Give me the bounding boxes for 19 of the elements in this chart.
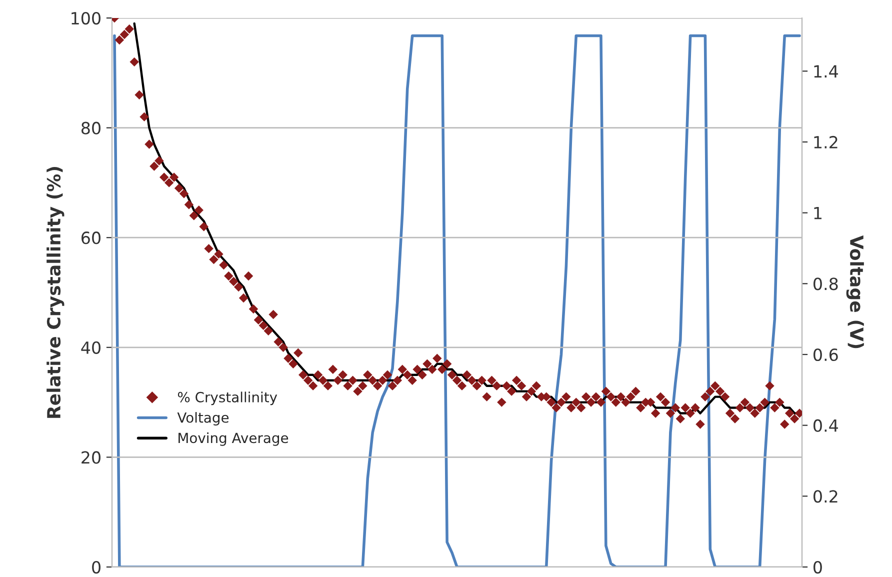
y-tick-label: 0 — [92, 560, 100, 574]
y2-tick-label: 0 — [814, 560, 822, 574]
y2-tick-label: 0.6 — [814, 348, 838, 362]
legend-label: Voltage — [177, 412, 229, 426]
y-tick-label: 20 — [82, 451, 100, 464]
y2-tick-label: 1.2 — [814, 136, 838, 148]
legend-label: Moving Average — [178, 432, 288, 446]
y2-tick-label: 1 — [814, 206, 822, 220]
y2-tick-label: 0.2 — [814, 490, 838, 503]
y-tick-label: 100 — [72, 12, 100, 25]
y2-tick-label: 1.4 — [814, 65, 838, 78]
y2-axis-title: Voltage (V) — [846, 235, 864, 348]
y2-tick-label: 0.4 — [814, 419, 838, 432]
y-tick-label: 80 — [82, 122, 100, 134]
y-tick-label: 60 — [82, 232, 100, 244]
y-axis-title: Relative Crystallinity (%) — [46, 167, 64, 418]
legend-label: % Crystallinity — [178, 392, 278, 406]
y2-tick-label: 0.8 — [814, 278, 838, 290]
y-tick-label: 40 — [81, 341, 100, 354]
